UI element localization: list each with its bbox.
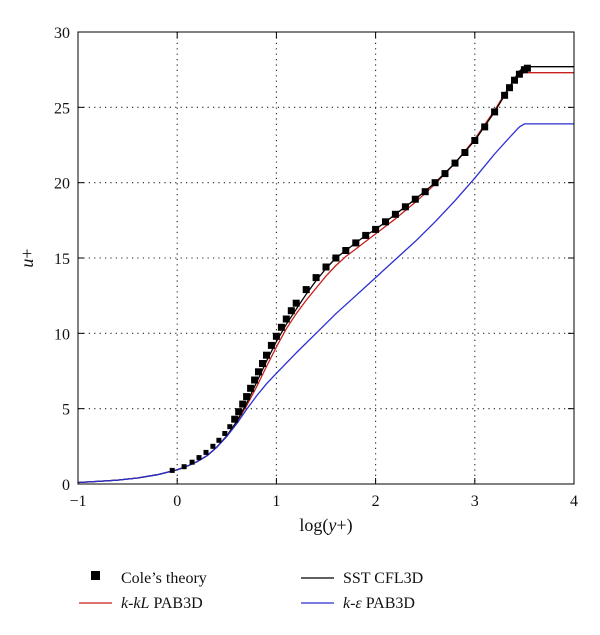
x-axis-title: log(y+): [299, 515, 352, 536]
cole-marker: [312, 274, 320, 282]
cole-marker: [196, 455, 202, 461]
cole-marker: [441, 170, 449, 178]
cole-marker: [267, 341, 275, 349]
cole-marker: [382, 218, 389, 226]
y-tick-label: 30: [54, 25, 70, 42]
plot-background: [78, 32, 574, 484]
y-tick-label: 15: [54, 251, 70, 268]
x-tick-label: 4: [570, 493, 578, 510]
cole-marker: [287, 307, 295, 315]
cole-marker: [362, 231, 370, 239]
legend-label-keps: k-ε PAB3D: [343, 595, 415, 612]
cole-marker: [255, 368, 262, 376]
legend-label-cole: Cole’s theory: [121, 570, 207, 587]
y-axis-title: u+: [17, 248, 37, 267]
cole-marker: [227, 424, 233, 430]
x-tick-label: 2: [372, 493, 380, 510]
series-layer: [77, 64, 574, 484]
cole-marker: [292, 299, 300, 307]
x-axis-title-prefix: log(: [299, 515, 328, 536]
y-tick-label: 0: [62, 477, 70, 494]
cole-marker: [501, 91, 509, 99]
cole-marker: [471, 137, 479, 144]
cole-marker: [272, 332, 280, 340]
y-tick-label: 5: [62, 402, 70, 419]
legend-label-sst: SST CFL3D: [343, 570, 423, 587]
y-tick-label: 25: [54, 100, 70, 117]
cole-marker: [263, 351, 270, 359]
cole-marker: [332, 254, 340, 262]
series-line: [77, 123, 574, 484]
cole-marker: [243, 393, 251, 401]
cole-marker: [451, 159, 459, 167]
cole-marker: [506, 84, 513, 92]
legend-label-kkl-plain: PAB3D: [149, 595, 202, 612]
cole-marker: [277, 323, 285, 331]
cole-marker: [491, 108, 499, 116]
cole-marker: [181, 464, 187, 470]
x-axis-title-var: y: [326, 515, 336, 535]
cole-marker: [401, 203, 409, 211]
cole-markers: [169, 64, 531, 473]
cole-marker: [481, 123, 489, 131]
cole-marker: [189, 459, 195, 465]
cole-marker: [322, 263, 330, 271]
cole-marker: [411, 195, 419, 203]
y-tick-label: 20: [54, 176, 70, 193]
cole-marker: [461, 149, 469, 156]
legend-label-kkl-italic: k-kL: [121, 595, 150, 612]
cole-marker: [231, 415, 239, 423]
x-axis-title-suffix: +): [336, 515, 352, 536]
x-tick-label: 1: [272, 493, 280, 510]
legend-marker-cole: [91, 571, 100, 580]
cole-marker: [342, 247, 350, 254]
ticks: [77, 31, 575, 485]
cole-marker: [511, 76, 518, 84]
x-tick-label: 3: [471, 493, 479, 510]
x-tick-label: 0: [173, 493, 181, 510]
cole-marker: [302, 286, 310, 294]
cole-marker: [259, 360, 266, 367]
cole-marker: [515, 70, 523, 78]
cole-marker: [235, 408, 243, 416]
cole-marker: [251, 376, 259, 384]
cole-marker: [216, 437, 222, 443]
cole-marker: [282, 315, 290, 323]
cole-marker: [431, 179, 439, 187]
x-tick-label: −1: [69, 493, 86, 510]
y-tick-label: 10: [54, 326, 70, 343]
cole-marker: [247, 384, 255, 392]
cole-marker: [210, 443, 216, 449]
cole-marker: [391, 210, 399, 218]
legend-label-keps-plain: PAB3D: [362, 595, 415, 612]
cole-marker: [421, 188, 429, 196]
legend: Cole’s theory k-kL PAB3D SST CFL3D k-ε P…: [79, 570, 423, 612]
cole-marker: [169, 467, 175, 473]
cole-marker: [523, 64, 531, 72]
cole-marker: [203, 449, 209, 455]
cole-marker: [352, 239, 360, 247]
cole-marker: [372, 225, 380, 233]
cole-marker: [239, 400, 247, 408]
y-axis-title-var: u: [17, 259, 37, 268]
y-axis-title-suffix: +: [17, 248, 37, 258]
legend-label-cole-text: Cole’s theory: [121, 570, 207, 587]
legend-label-keps-italic: k-ε: [343, 595, 362, 612]
legend-label-kkl: k-kL PAB3D: [121, 595, 203, 612]
legend-label-sst-text: SST CFL3D: [343, 570, 423, 587]
cole-marker: [222, 431, 228, 436]
